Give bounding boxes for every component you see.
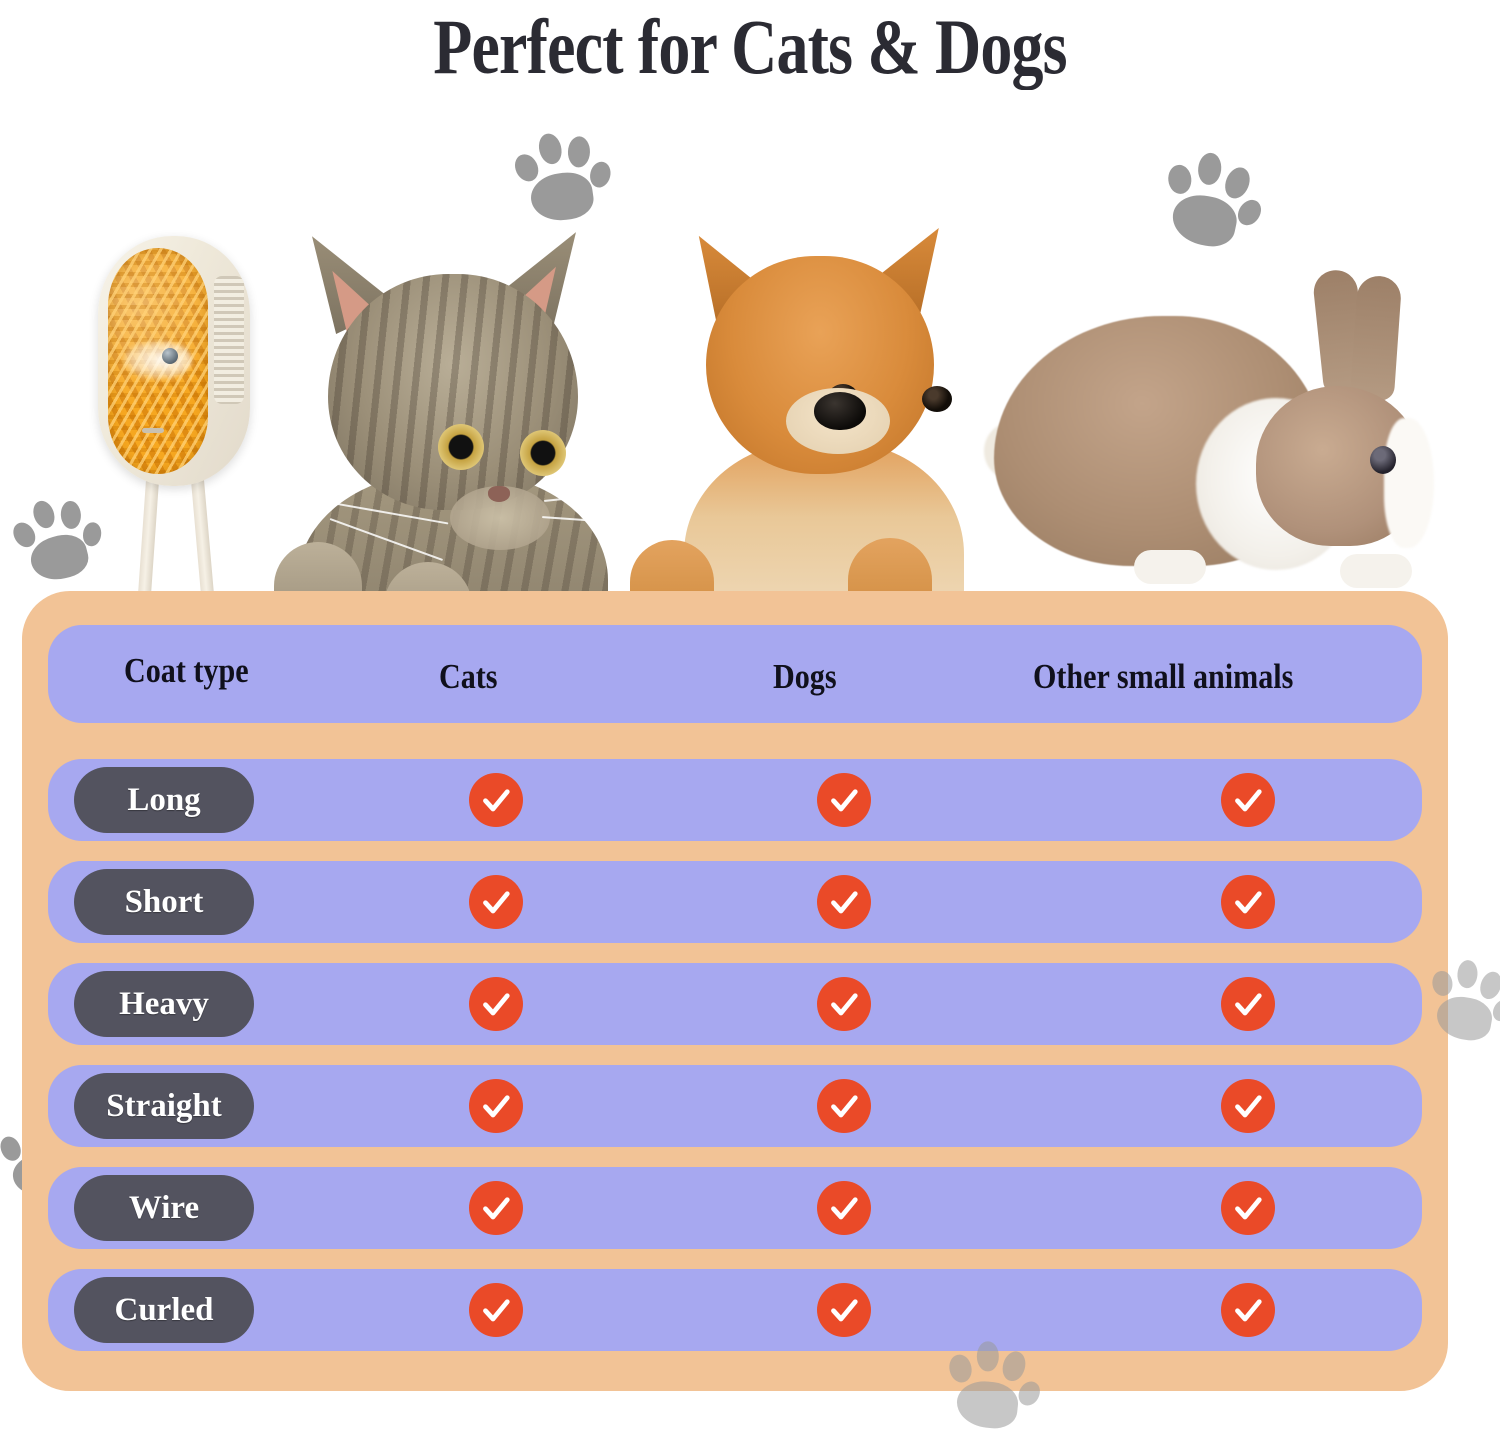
check-icon-dogs-long — [817, 773, 871, 827]
paw-toe — [1196, 151, 1224, 187]
paw-toe — [1220, 163, 1254, 203]
dog-photo — [630, 220, 1006, 642]
coat-type-badge-straight: Straight — [74, 1073, 254, 1139]
coat-type-label: Curled — [114, 1291, 214, 1328]
table-row: Curled — [48, 1269, 1422, 1351]
paw-toe — [567, 136, 591, 169]
brush-head — [98, 236, 250, 486]
column-header-other-small-animals: Other small animals — [1033, 657, 1294, 696]
coat-type-badge-long: Long — [74, 767, 254, 833]
paw-toe — [1489, 996, 1500, 1026]
cat-eye-left — [438, 424, 484, 470]
coat-type-label: Straight — [106, 1087, 222, 1124]
check-icon-dogs-straight — [817, 1079, 871, 1133]
cat-nose — [488, 486, 510, 502]
coat-type-comparison-table: Coat type Cats Dogs Other small animals … — [22, 591, 1448, 1391]
check-icon-other-wire — [1221, 1181, 1275, 1235]
steam-grooming-brush — [0, 0, 300, 606]
dog-nose — [814, 392, 866, 430]
check-icon-other-straight — [1221, 1079, 1275, 1133]
check-icon-cats-long — [469, 773, 523, 827]
column-header-cats: Cats — [439, 657, 498, 696]
paw-print-top-center-icon — [509, 122, 615, 228]
coat-type-badge-short: Short — [74, 869, 254, 935]
check-icon-dogs-short — [817, 875, 871, 929]
check-icon-other-short — [1221, 875, 1275, 929]
paw-toe — [1477, 968, 1500, 1002]
check-icon-cats-heavy — [469, 977, 523, 1031]
check-icon-other-curled — [1221, 1283, 1275, 1337]
brush-power-button — [142, 428, 164, 433]
steam-puff — [122, 340, 192, 380]
table-header-row: Coat type Cats Dogs Other small animals — [48, 625, 1422, 723]
paw-toe — [1166, 163, 1193, 195]
paw-pad — [1167, 189, 1242, 252]
coat-type-badge-curled: Curled — [74, 1277, 254, 1343]
rabbit-face-blaze — [1384, 418, 1434, 548]
paw-toe — [587, 160, 614, 190]
cat-head — [328, 274, 664, 561]
check-icon-other-long — [1221, 773, 1275, 827]
check-icon-cats-short — [469, 875, 523, 929]
check-icon-cats-straight — [469, 1079, 523, 1133]
table-row: Wire — [48, 1167, 1422, 1249]
table-row: Long — [48, 759, 1422, 841]
check-icon-cats-curled — [469, 1283, 523, 1337]
coat-type-label: Heavy — [119, 985, 209, 1022]
table-row: Heavy — [48, 963, 1422, 1045]
dog-eye-right — [922, 386, 952, 412]
check-icon-dogs-curled — [817, 1283, 871, 1337]
paw-toe — [510, 150, 543, 186]
rabbit-photo — [984, 268, 1440, 610]
coat-type-label: Long — [127, 781, 201, 818]
coat-type-badge-wire: Wire — [74, 1175, 254, 1241]
coat-type-label: Wire — [128, 1189, 200, 1226]
cat-eye-right — [520, 430, 566, 476]
paw-toe — [535, 130, 565, 167]
check-icon-dogs-wire — [817, 1181, 871, 1235]
rabbit-eye — [1370, 446, 1396, 474]
paw-pad — [528, 169, 597, 225]
paw-toe — [1233, 195, 1267, 230]
cat-photo — [268, 222, 664, 652]
brush-handle-right — [190, 469, 215, 606]
steam-nozzle-icon — [162, 348, 178, 364]
brush-vent-grille — [214, 276, 244, 404]
check-icon-cats-wire — [469, 1181, 523, 1235]
column-header-coat-type: Coat type — [124, 651, 249, 690]
check-icon-dogs-heavy — [817, 977, 871, 1031]
brush-bristle-pad — [108, 248, 208, 474]
rabbit-ear-right — [1349, 274, 1403, 402]
check-icon-other-heavy — [1221, 977, 1275, 1031]
paw-print-top-right-icon — [1154, 141, 1270, 257]
rabbit-foot-front — [1340, 554, 1412, 588]
paw-toe — [1456, 959, 1479, 989]
coat-type-label: Short — [124, 883, 204, 920]
table-row: Short — [48, 861, 1422, 943]
brush-handle-left — [137, 469, 160, 606]
column-header-dogs: Dogs — [773, 657, 837, 696]
page-title: Perfect for Cats & Dogs — [433, 3, 1067, 90]
table-row: Straight — [48, 1065, 1422, 1147]
coat-type-badge-heavy: Heavy — [74, 971, 254, 1037]
rabbit-foot-rear — [1134, 550, 1206, 584]
